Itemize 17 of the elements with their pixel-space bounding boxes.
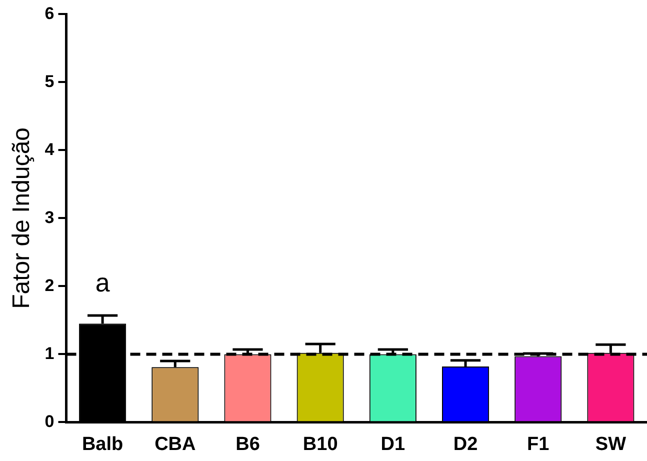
x-tick-label: CBA: [154, 434, 196, 455]
y-tick-label: 4: [44, 140, 55, 159]
x-tick-label: D2: [453, 434, 478, 455]
y-tick-label: 3: [44, 208, 54, 227]
annotation: a: [95, 267, 110, 298]
x-tick-label: B6: [236, 434, 260, 455]
y-tick-label: 5: [44, 72, 54, 91]
x-tick-label: SW: [595, 434, 626, 455]
y-tick-label: 0: [44, 412, 54, 431]
y-tick-label: 1: [44, 344, 54, 363]
x-tick-label: B10: [302, 434, 338, 455]
x-tick-label: F1: [527, 434, 550, 455]
x-tick-label: D1: [380, 434, 406, 455]
y-tick-label: 6: [44, 4, 54, 23]
x-tick-label: Balb: [82, 434, 124, 455]
y-axis-title: Fator de Indução: [8, 127, 36, 309]
y-tick-label: 2: [44, 276, 54, 295]
